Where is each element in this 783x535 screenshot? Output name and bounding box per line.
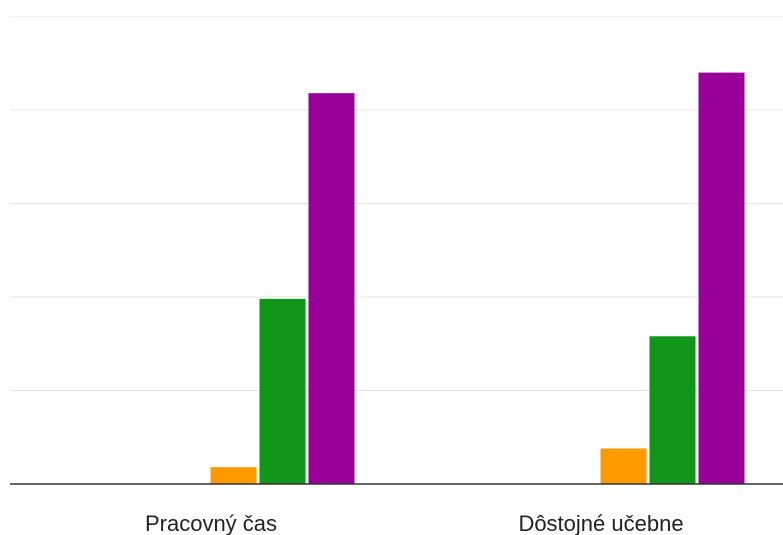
bar-1-4 xyxy=(308,93,355,485)
x-tick-label: Pracovný čas xyxy=(145,511,277,535)
bar-2-4 xyxy=(698,72,745,484)
bar-1-2 xyxy=(210,467,257,484)
x-tick-label: Dôstojné učebne xyxy=(518,511,683,535)
bar-2-2 xyxy=(600,448,647,484)
bar-1-3 xyxy=(259,298,306,484)
bar-2-3 xyxy=(649,336,696,484)
